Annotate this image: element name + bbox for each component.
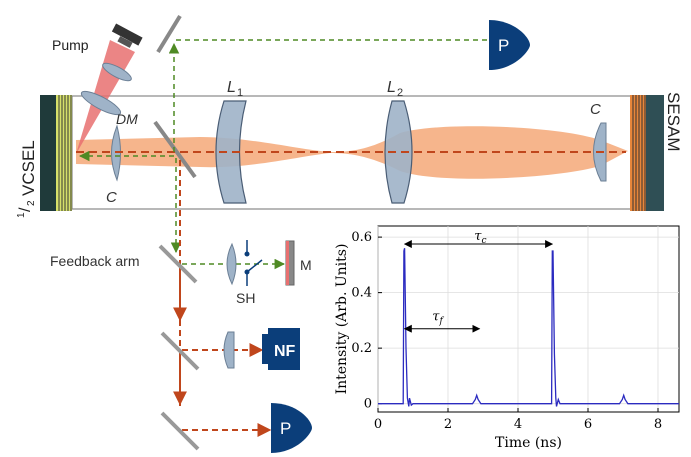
svg-text:1: 1 <box>237 87 243 99</box>
pump-lens-2 <box>80 90 122 116</box>
sesam-label: SESAM <box>664 92 683 152</box>
chart-annotations: τc τf <box>403 229 554 333</box>
lens-l1 <box>215 100 247 204</box>
x-tick-label: 0 <box>374 417 382 432</box>
p-detector-bottom-icon <box>271 403 312 453</box>
dm-label: DM <box>116 111 138 127</box>
c-left-label: C <box>106 189 117 206</box>
svg-text:1: 1 <box>16 212 27 218</box>
pump-lens-1 <box>102 62 132 82</box>
svg-text:L: L <box>227 79 236 96</box>
l1-label: L 1 <box>227 79 243 99</box>
dichroic-mirror <box>153 120 197 179</box>
vcsel-block <box>40 95 72 211</box>
plot-area <box>377 225 680 413</box>
p-bottom-label: P <box>280 419 291 438</box>
sh-label: SH <box>236 290 255 306</box>
intensity-series-line <box>378 248 679 407</box>
y-tick-label: 0.4 <box>351 286 372 301</box>
l2-label: L 2 <box>387 79 403 99</box>
svg-text:VCSEL: VCSEL <box>19 140 38 196</box>
top-mirror <box>156 14 182 54</box>
intensity-chart: 0 2 4 6 8 0 0.2 0.4 0.6 τc τf Time (ns) Intensity… <box>334 225 680 451</box>
svg-text:L: L <box>387 79 396 96</box>
nf-label: NF <box>274 343 296 360</box>
y-tick-label: 0 <box>364 397 372 412</box>
pump-label: Pump <box>52 37 89 53</box>
y-tick-label: 0.6 <box>351 230 372 245</box>
y-tick-label: 0.2 <box>351 341 372 356</box>
p-detector-top-icon <box>489 20 530 70</box>
x-tick-label: 8 <box>654 417 662 432</box>
chart-ticks: 0 2 4 6 8 0 0.2 0.4 0.6 <box>351 230 662 432</box>
nf-detector-icon <box>262 328 300 370</box>
c-right-label: C <box>590 101 601 118</box>
x-tick-label: 2 <box>444 417 452 432</box>
tau-f-label: τf <box>432 309 444 326</box>
x-tick-label: 6 <box>584 417 592 432</box>
x-tick-label: 4 <box>514 417 522 432</box>
tau-c-label: τc <box>474 229 486 246</box>
x-axis-label: Time (ns) <box>495 435 562 451</box>
shutter-icon <box>244 240 263 286</box>
feedback-lens <box>226 242 237 286</box>
p-top-label: P <box>498 36 509 55</box>
sesam-block <box>630 95 664 211</box>
p-bottom-mirror <box>160 411 200 451</box>
m-label: M <box>300 257 312 273</box>
nf-lens <box>223 331 235 369</box>
svg-text:2: 2 <box>26 200 37 206</box>
y-axis-label: Intensity (Arb. Units) <box>334 244 350 395</box>
vcsel-label: 1 / 2 VCSEL <box>16 140 38 218</box>
svg-text:/: / <box>17 207 34 212</box>
svg-text:2: 2 <box>397 87 403 99</box>
feedback-mirror <box>158 244 198 284</box>
pump-fiber-icon <box>111 23 143 48</box>
lens-l2 <box>384 100 413 204</box>
nf-mirror <box>160 331 200 371</box>
feedback-arm-label: Feedback arm <box>50 253 139 269</box>
